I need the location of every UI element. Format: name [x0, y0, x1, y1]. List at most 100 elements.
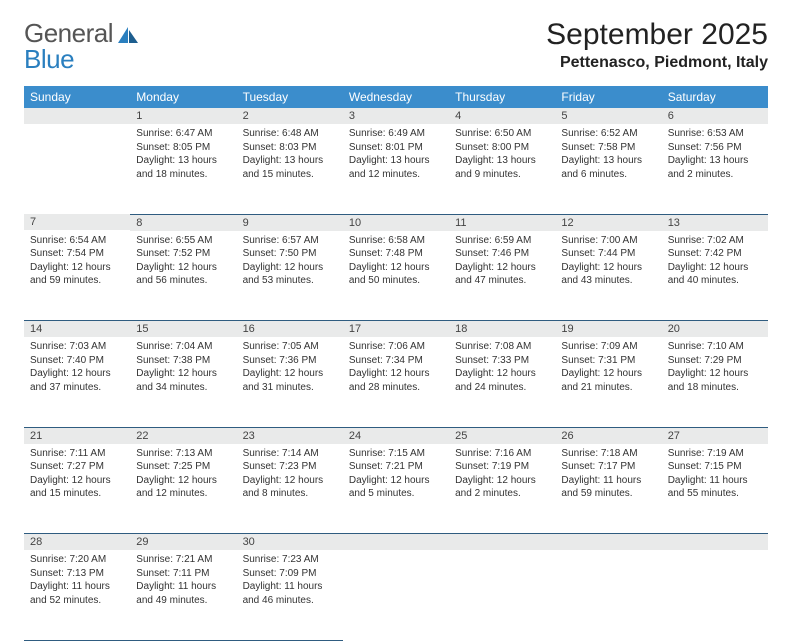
logo-text-blue: Blue	[24, 44, 74, 74]
day-detail-line: Daylight: 12 hours and 8 minutes.	[243, 474, 337, 501]
day-cell: Sunrise: 6:55 AMSunset: 7:52 PMDaylight:…	[130, 231, 236, 321]
day-detail-line: Daylight: 12 hours and 47 minutes.	[455, 261, 549, 288]
day-cell	[24, 124, 130, 214]
day-detail-line: Daylight: 11 hours and 59 minutes.	[561, 474, 655, 501]
day-cell: Sunrise: 7:14 AMSunset: 7:23 PMDaylight:…	[237, 444, 343, 534]
day-cell: Sunrise: 7:00 AMSunset: 7:44 PMDaylight:…	[555, 231, 661, 321]
calendar-table: SundayMondayTuesdayWednesdayThursdayFrid…	[24, 86, 768, 641]
weekday-header: Saturday	[662, 86, 768, 108]
day-number: 7	[24, 214, 130, 230]
day-number: 14	[24, 321, 130, 337]
day-number: 26	[555, 428, 661, 444]
day-detail-line: Daylight: 11 hours and 55 minutes.	[668, 474, 762, 501]
calendar-content-row: Sunrise: 7:03 AMSunset: 7:40 PMDaylight:…	[24, 337, 768, 427]
day-details: Sunrise: 7:06 AMSunset: 7:34 PMDaylight:…	[343, 337, 449, 404]
day-detail-line: Sunrise: 7:21 AM	[136, 553, 230, 567]
day-details: Sunrise: 6:58 AMSunset: 7:48 PMDaylight:…	[343, 231, 449, 298]
day-number: 25	[449, 428, 555, 444]
day-details: Sunrise: 6:52 AMSunset: 7:58 PMDaylight:…	[555, 124, 661, 191]
calendar-daynum-row: 282930	[24, 534, 768, 551]
day-cell: Sunrise: 7:19 AMSunset: 7:15 PMDaylight:…	[662, 444, 768, 534]
day-detail-line: Daylight: 12 hours and 28 minutes.	[349, 367, 443, 394]
day-details: Sunrise: 6:50 AMSunset: 8:00 PMDaylight:…	[449, 124, 555, 191]
day-details: Sunrise: 7:15 AMSunset: 7:21 PMDaylight:…	[343, 444, 449, 511]
day-number	[449, 534, 555, 550]
day-details: Sunrise: 7:10 AMSunset: 7:29 PMDaylight:…	[662, 337, 768, 404]
calendar-weekday-header: SundayMondayTuesdayWednesdayThursdayFrid…	[24, 86, 768, 108]
day-number: 18	[449, 321, 555, 337]
day-detail-line: Sunrise: 6:52 AM	[561, 127, 655, 141]
day-detail-line: Sunrise: 7:00 AM	[561, 234, 655, 248]
day-number: 28	[24, 534, 130, 550]
day-detail-line: Sunset: 7:25 PM	[136, 460, 230, 474]
day-cell: Sunrise: 6:50 AMSunset: 8:00 PMDaylight:…	[449, 124, 555, 214]
day-details: Sunrise: 7:02 AMSunset: 7:42 PMDaylight:…	[662, 231, 768, 298]
title-block: September 2025 Pettenasco, Piedmont, Ita…	[546, 18, 768, 72]
day-cell: Sunrise: 7:04 AMSunset: 7:38 PMDaylight:…	[130, 337, 236, 427]
day-number: 6	[662, 108, 768, 124]
day-detail-line: Daylight: 12 hours and 37 minutes.	[30, 367, 124, 394]
day-detail-line: Sunset: 7:19 PM	[455, 460, 549, 474]
day-detail-line: Sunrise: 7:19 AM	[668, 447, 762, 461]
day-detail-line: Sunset: 7:15 PM	[668, 460, 762, 474]
day-cell: Sunrise: 7:02 AMSunset: 7:42 PMDaylight:…	[662, 231, 768, 321]
day-detail-line: Sunset: 7:50 PM	[243, 247, 337, 261]
weekday-header: Thursday	[449, 86, 555, 108]
header: General September 2025 Pettenasco, Piedm…	[24, 18, 768, 72]
day-detail-line: Sunset: 8:01 PM	[349, 141, 443, 155]
day-cell: Sunrise: 6:47 AMSunset: 8:05 PMDaylight:…	[130, 124, 236, 214]
day-number: 11	[449, 215, 555, 231]
day-details	[555, 550, 661, 563]
day-detail-line: Sunset: 7:56 PM	[668, 141, 762, 155]
day-detail-line: Sunset: 7:21 PM	[349, 460, 443, 474]
day-cell: Sunrise: 6:49 AMSunset: 8:01 PMDaylight:…	[343, 124, 449, 214]
day-details: Sunrise: 7:05 AMSunset: 7:36 PMDaylight:…	[237, 337, 343, 404]
day-detail-line: Sunrise: 7:10 AM	[668, 340, 762, 354]
day-cell: Sunrise: 7:09 AMSunset: 7:31 PMDaylight:…	[555, 337, 661, 427]
day-details: Sunrise: 7:21 AMSunset: 7:11 PMDaylight:…	[130, 550, 236, 617]
day-details: Sunrise: 6:48 AMSunset: 8:03 PMDaylight:…	[237, 124, 343, 191]
day-number: 22	[130, 428, 236, 444]
day-number: 30	[237, 534, 343, 550]
day-details: Sunrise: 7:18 AMSunset: 7:17 PMDaylight:…	[555, 444, 661, 511]
day-number	[555, 534, 661, 550]
day-detail-line: Sunset: 7:13 PM	[30, 567, 124, 581]
day-detail-line: Daylight: 12 hours and 50 minutes.	[349, 261, 443, 288]
day-number: 19	[555, 321, 661, 337]
day-cell: Sunrise: 6:52 AMSunset: 7:58 PMDaylight:…	[555, 124, 661, 214]
day-details: Sunrise: 7:14 AMSunset: 7:23 PMDaylight:…	[237, 444, 343, 511]
day-details: Sunrise: 6:57 AMSunset: 7:50 PMDaylight:…	[237, 231, 343, 298]
weekday-header: Sunday	[24, 86, 130, 108]
day-number: 29	[130, 534, 236, 550]
day-detail-line: Daylight: 12 hours and 31 minutes.	[243, 367, 337, 394]
day-detail-line: Sunset: 7:36 PM	[243, 354, 337, 368]
day-details	[343, 550, 449, 563]
day-cell	[449, 550, 555, 640]
day-detail-line: Daylight: 12 hours and 53 minutes.	[243, 261, 337, 288]
day-cell: Sunrise: 7:03 AMSunset: 7:40 PMDaylight:…	[24, 337, 130, 427]
day-cell: Sunrise: 7:21 AMSunset: 7:11 PMDaylight:…	[130, 550, 236, 640]
day-details: Sunrise: 6:54 AMSunset: 7:54 PMDaylight:…	[24, 231, 130, 298]
day-number: 17	[343, 321, 449, 337]
day-cell: Sunrise: 6:57 AMSunset: 7:50 PMDaylight:…	[237, 231, 343, 321]
day-cell: Sunrise: 6:54 AMSunset: 7:54 PMDaylight:…	[24, 231, 130, 321]
day-detail-line: Daylight: 12 hours and 59 minutes.	[30, 261, 124, 288]
month-title: September 2025	[546, 18, 768, 52]
day-detail-line: Sunset: 8:05 PM	[136, 141, 230, 155]
day-detail-line: Daylight: 12 hours and 56 minutes.	[136, 261, 230, 288]
day-detail-line: Sunrise: 7:14 AM	[243, 447, 337, 461]
day-cell: Sunrise: 7:10 AMSunset: 7:29 PMDaylight:…	[662, 337, 768, 427]
day-details: Sunrise: 7:23 AMSunset: 7:09 PMDaylight:…	[237, 550, 343, 617]
day-detail-line: Sunset: 7:48 PM	[349, 247, 443, 261]
day-detail-line: Sunset: 7:23 PM	[243, 460, 337, 474]
day-cell: Sunrise: 6:59 AMSunset: 7:46 PMDaylight:…	[449, 231, 555, 321]
calendar-daynum-row: 14151617181920	[24, 321, 768, 338]
day-detail-line: Daylight: 13 hours and 6 minutes.	[561, 154, 655, 181]
day-details: Sunrise: 7:04 AMSunset: 7:38 PMDaylight:…	[130, 337, 236, 404]
day-detail-line: Daylight: 11 hours and 52 minutes.	[30, 580, 124, 607]
day-detail-line: Daylight: 13 hours and 2 minutes.	[668, 154, 762, 181]
calendar-daynum-row: 78910111213	[24, 214, 768, 231]
day-cell: Sunrise: 7:20 AMSunset: 7:13 PMDaylight:…	[24, 550, 130, 640]
day-detail-line: Sunrise: 7:20 AM	[30, 553, 124, 567]
day-number: 2	[237, 108, 343, 124]
